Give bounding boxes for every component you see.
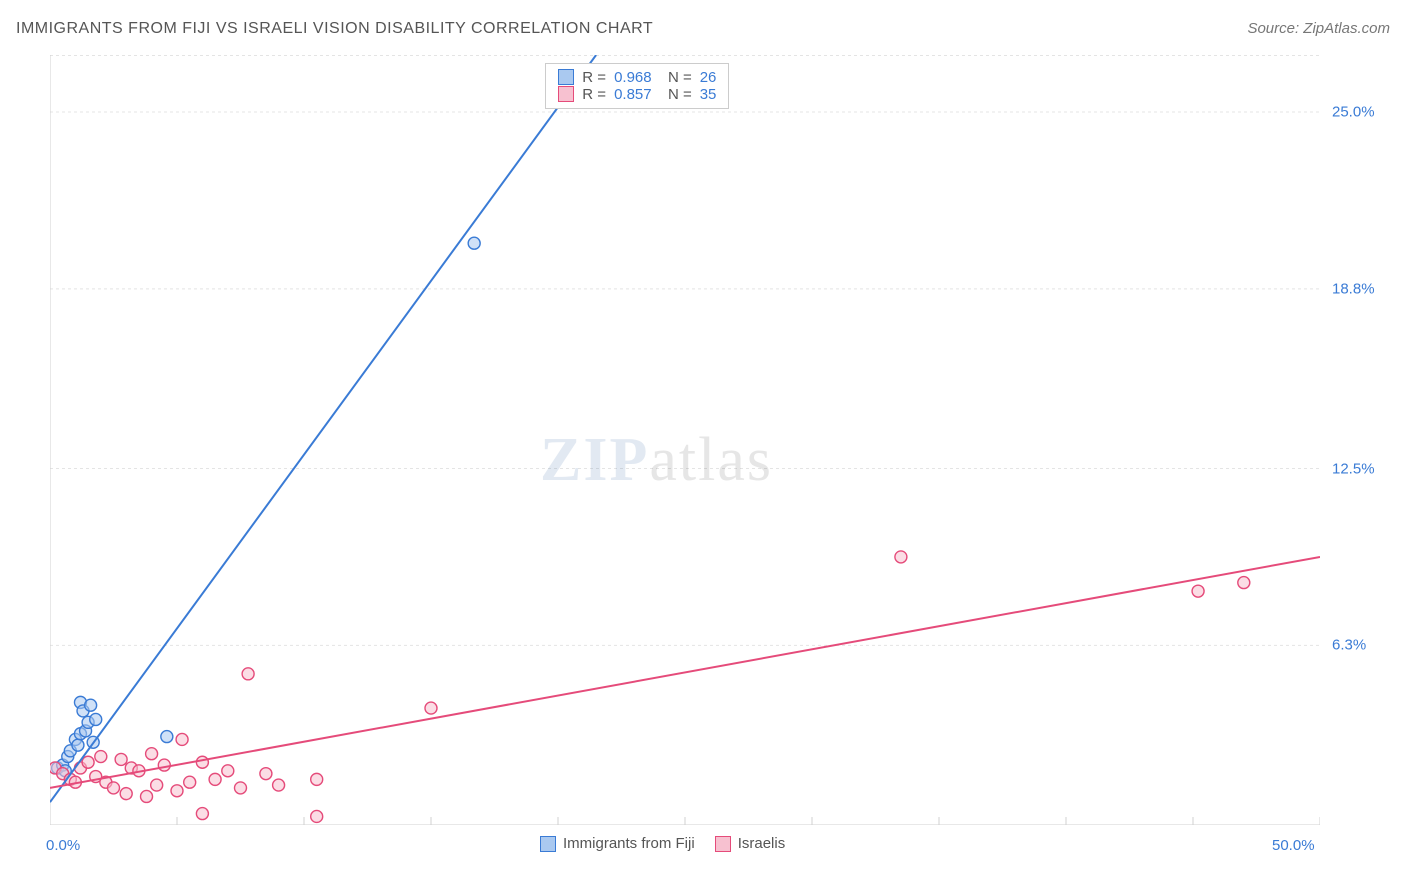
scatter-chart-svg — [50, 55, 1320, 825]
series-legend: Immigrants from Fiji Israelis — [540, 835, 785, 852]
correlation-legend: R = 0.968 N = 26R = 0.857 N = 35 — [545, 63, 729, 109]
legend-item: Israelis — [715, 835, 786, 852]
chart-area: ZIPatlas R = 0.968 N = 26R = 0.857 N = 3… — [50, 55, 1320, 830]
x-tick: 50.0% — [1272, 837, 1315, 854]
correlation-row: R = 0.968 N = 26 — [558, 69, 716, 86]
source-label: Source: ZipAtlas.com — [1247, 20, 1390, 37]
legend-item: Immigrants from Fiji — [540, 835, 695, 852]
y-tick: 12.5% — [1332, 460, 1375, 477]
y-tick: 25.0% — [1332, 104, 1375, 121]
y-tick: 6.3% — [1332, 637, 1366, 654]
x-tick: 0.0% — [46, 837, 80, 854]
correlation-row: R = 0.857 N = 35 — [558, 86, 716, 103]
y-tick: 18.8% — [1332, 280, 1375, 297]
chart-title: IMMIGRANTS FROM FIJI VS ISRAELI VISION D… — [16, 20, 653, 38]
